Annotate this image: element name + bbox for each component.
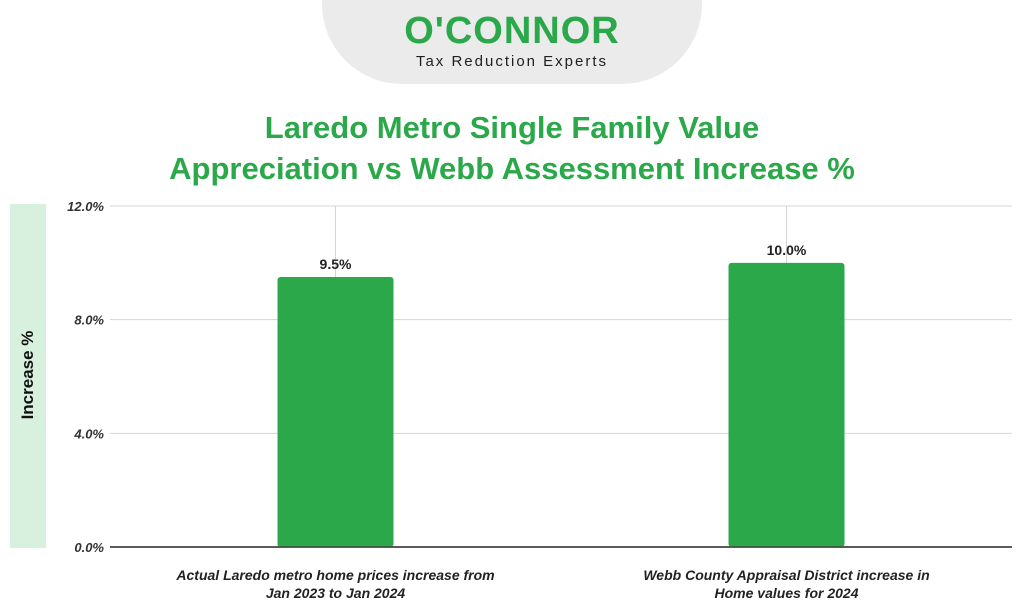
x-category-label-1-line-1: Actual Laredo metro home prices increase…	[176, 567, 495, 583]
x-category-label-2-line-2: Home values for 2024	[714, 585, 859, 601]
x-category-label-1-line-2: Jan 2023 to Jan 2024	[265, 585, 406, 601]
logo-banner: O'CONNOR Tax Reduction Experts	[322, 0, 702, 84]
chart-title: Laredo Metro Single Family Value Appreci…	[0, 107, 1024, 189]
bar	[277, 277, 394, 547]
logo-tagline: Tax Reduction Experts	[415, 53, 609, 70]
y-tick-label: 12.0%	[67, 199, 104, 214]
chart-title-line-1: Laredo Metro Single Family Value	[264, 110, 760, 145]
y-tick-label: 0.0%	[74, 540, 104, 555]
y-tick-label: 8.0%	[74, 313, 104, 328]
x-category-label-2: Webb County Appraisal District increase …	[597, 566, 977, 602]
chart-title-line-2: Appreciation vs Webb Assessment Increase…	[169, 151, 855, 186]
x-category-label-1: Actual Laredo metro home prices increase…	[146, 566, 526, 602]
y-tick-label: 4.0%	[73, 426, 104, 441]
bar-value-label: 10.0%	[767, 242, 807, 258]
bar-value-label: 9.5%	[320, 256, 352, 272]
logo-wordmark: O'CONNOR	[404, 10, 620, 52]
bar	[728, 262, 845, 547]
y-axis-label-band	[10, 204, 46, 548]
x-category-label-2-line-1: Webb County Appraisal District increase …	[643, 567, 930, 583]
